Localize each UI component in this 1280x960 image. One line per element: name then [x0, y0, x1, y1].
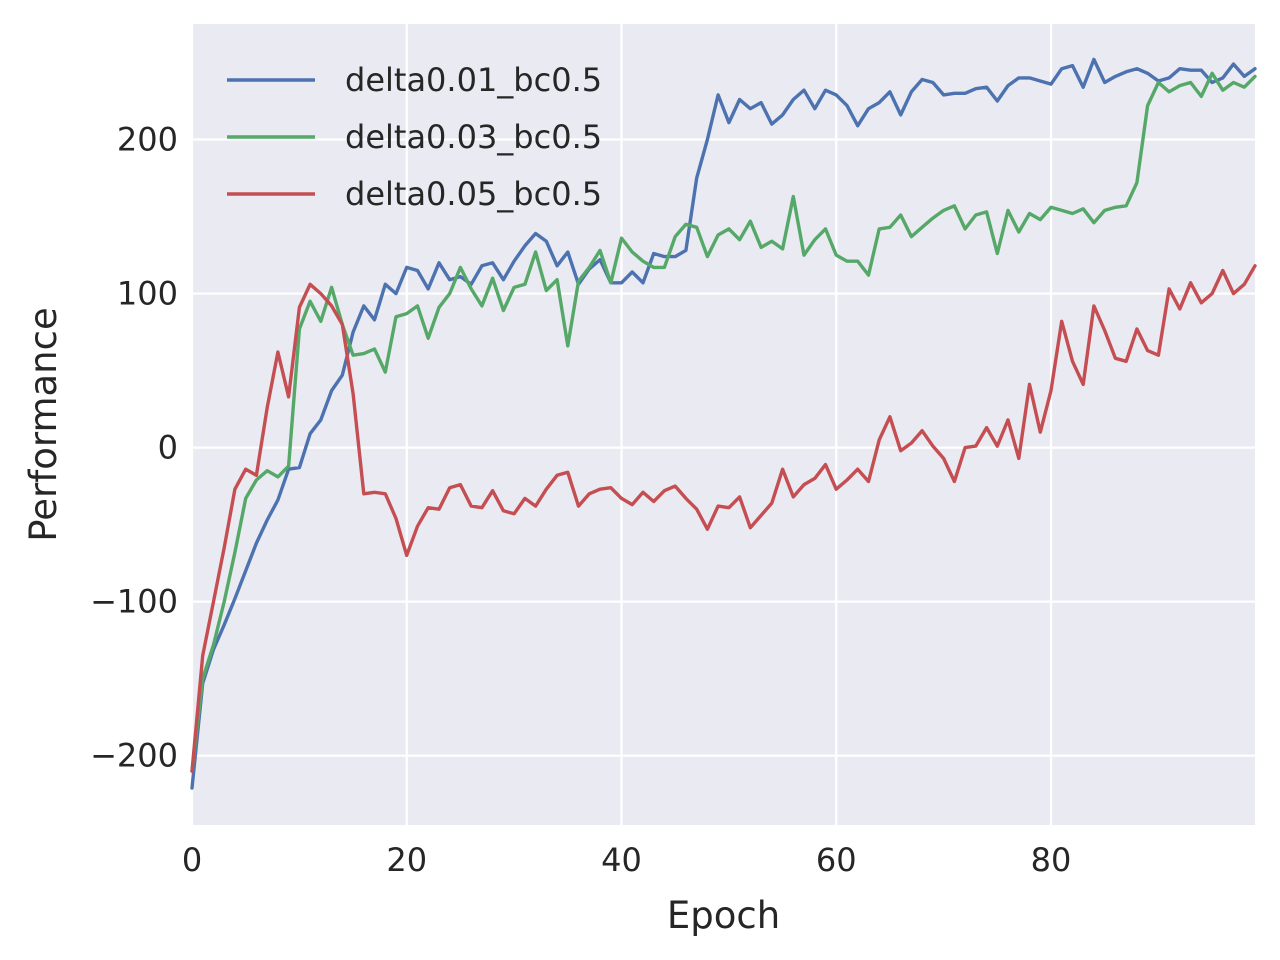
- legend-label: delta0.03_bc0.5: [345, 118, 602, 156]
- y-tick-label: 200: [117, 121, 178, 159]
- legend: delta0.01_bc0.5 delta0.03_bc0.5 delta0.05_…: [227, 61, 602, 213]
- series-line-3: [190, 264, 1257, 773]
- y-axis-ticks: −200 −100 0 100 200: [90, 121, 178, 775]
- legend-label: delta0.01_bc0.5: [345, 61, 602, 99]
- y-tick-label: −200: [90, 737, 178, 775]
- y-tick-label: 100: [117, 275, 178, 313]
- x-tick-label: 0: [182, 841, 202, 879]
- x-tick-label: 20: [386, 841, 427, 879]
- series-line-2: [190, 71, 1257, 773]
- y-axis-label: Performance: [22, 307, 65, 541]
- gridlines: [190, 24, 1255, 825]
- x-axis-label: Epoch: [667, 894, 780, 937]
- series-lines: [190, 57, 1257, 790]
- series-line-1: [190, 57, 1257, 790]
- legend-label: delta0.05_bc0.5: [345, 175, 602, 213]
- x-tick-label: 40: [601, 841, 642, 879]
- y-tick-label: 0: [158, 429, 178, 467]
- x-tick-label: 60: [816, 841, 857, 879]
- x-axis-ticks: 0 20 40 60 80: [182, 841, 1072, 879]
- y-tick-label: −100: [90, 583, 178, 621]
- plot-background: [192, 24, 1255, 825]
- x-tick-label: 80: [1031, 841, 1072, 879]
